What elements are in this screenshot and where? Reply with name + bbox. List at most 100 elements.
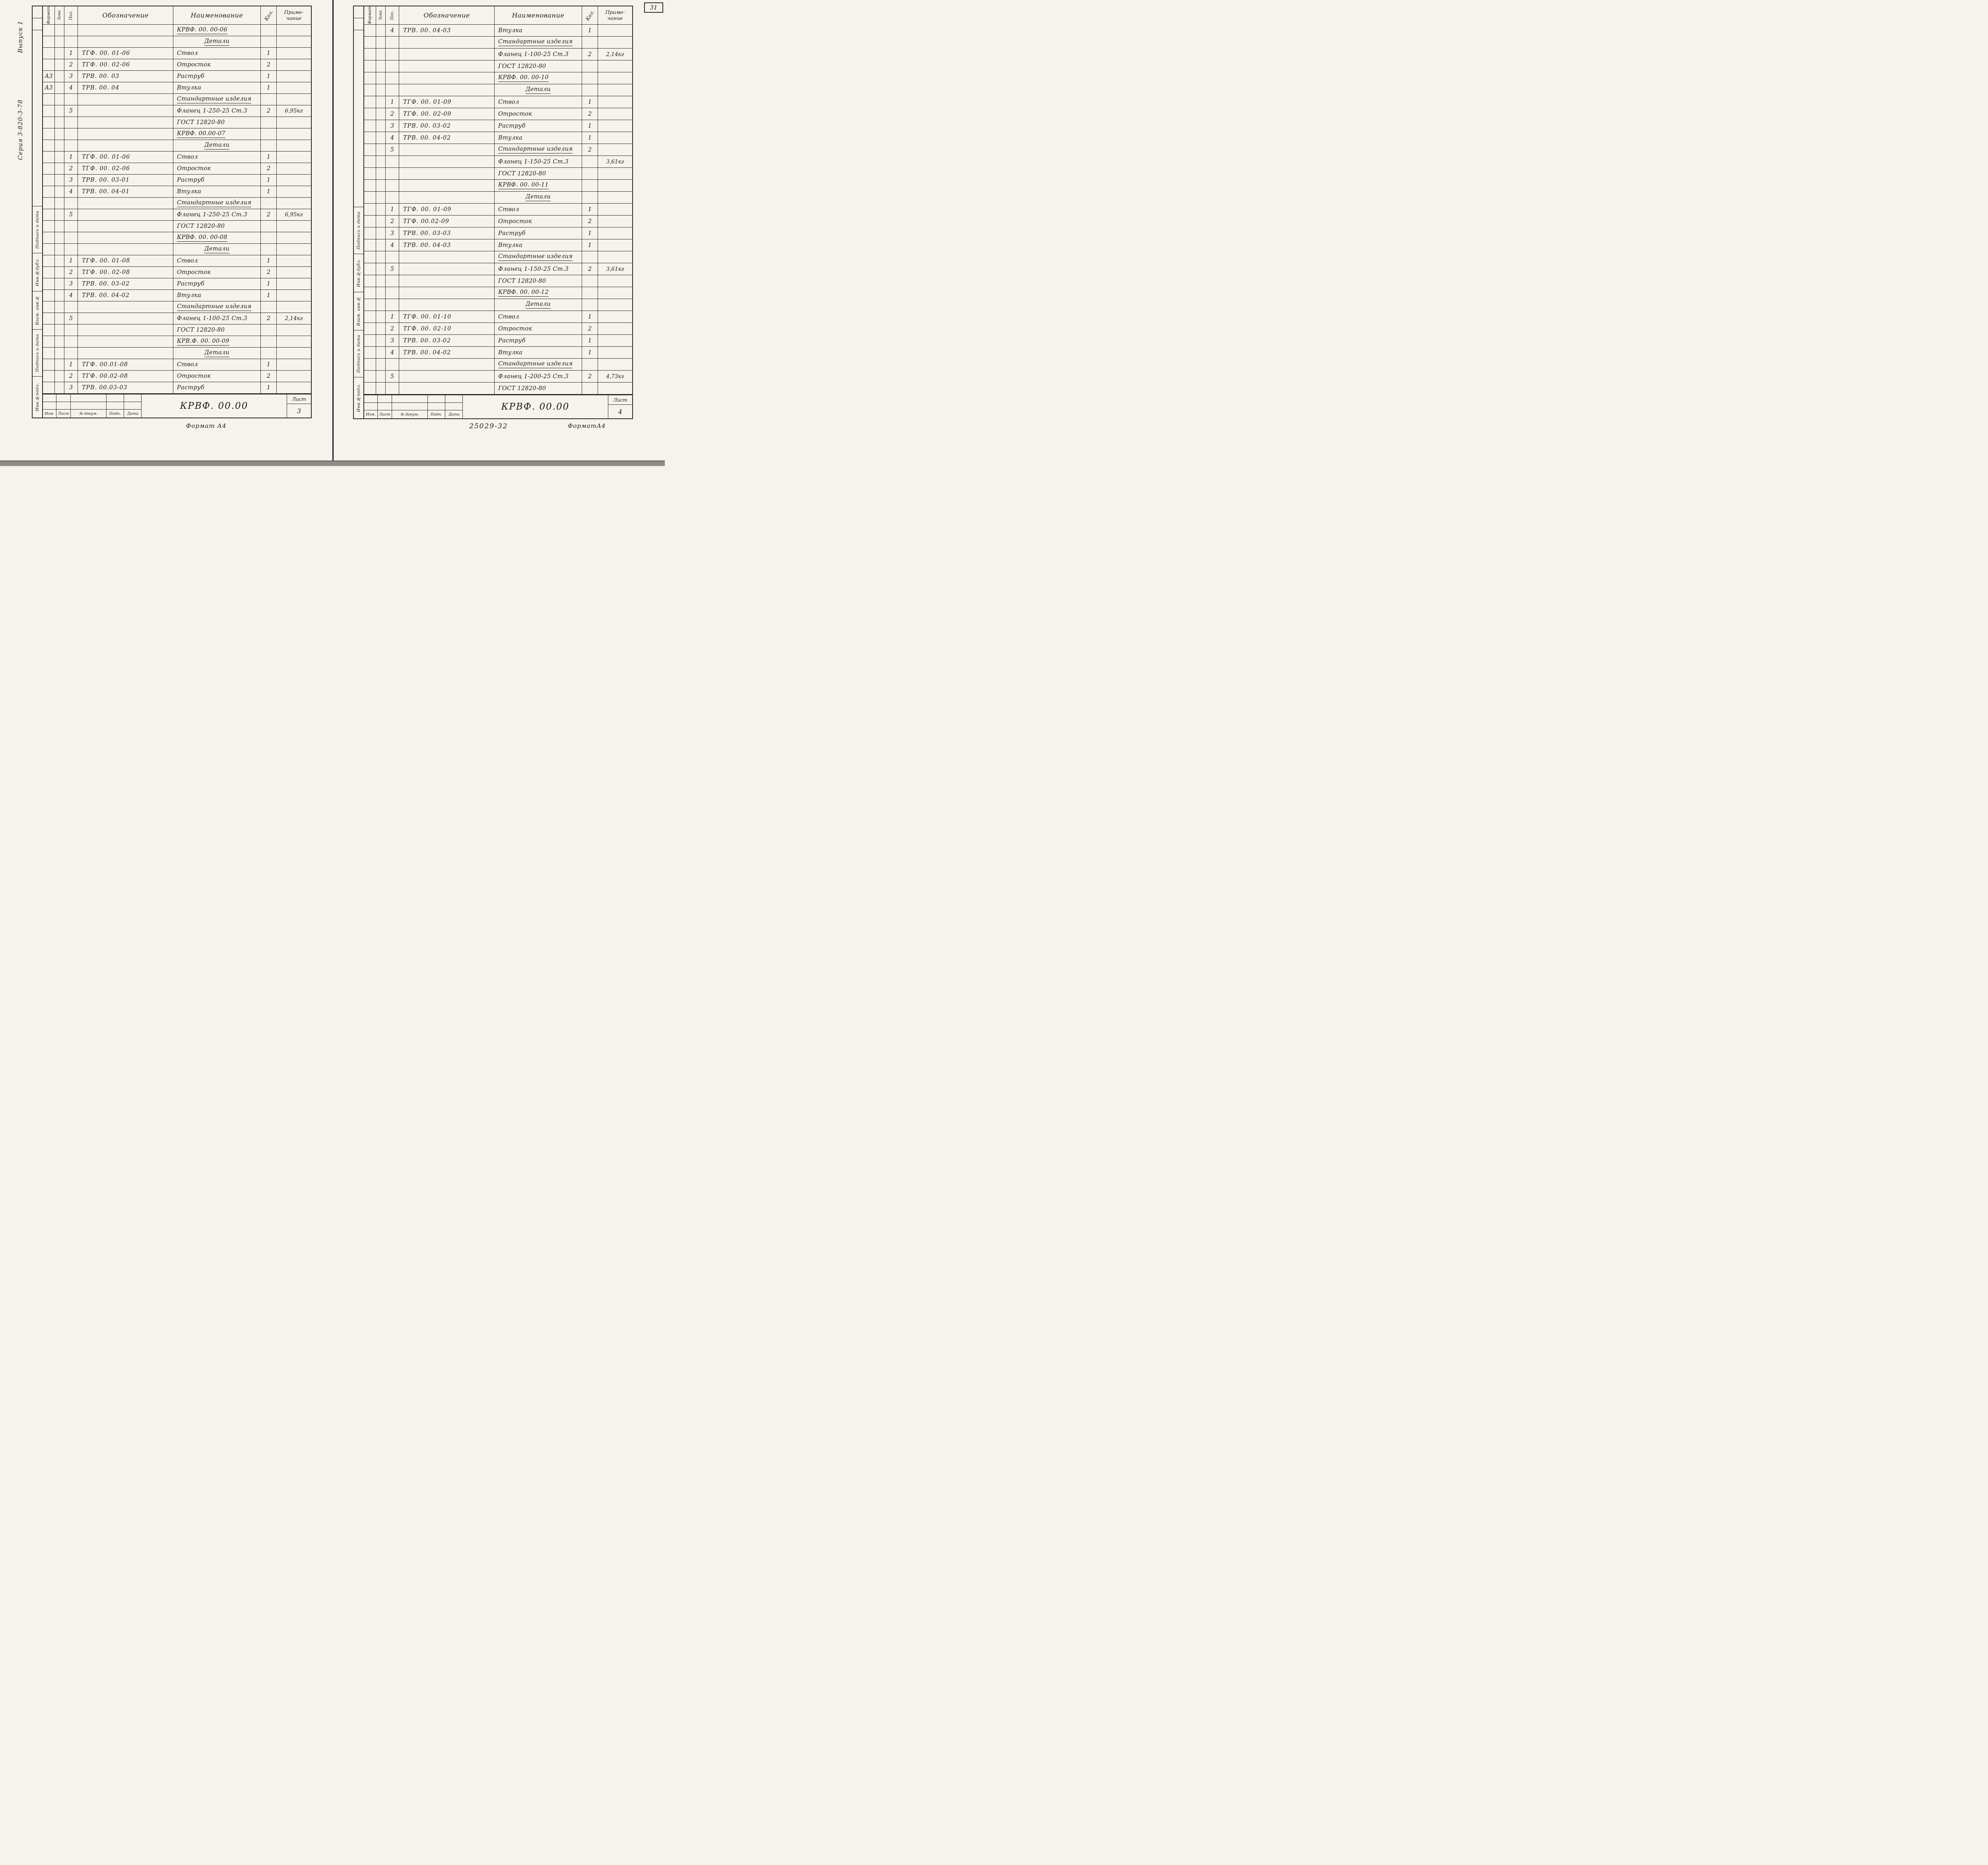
cell-name: Втулка [173,186,261,198]
table-row: 2 ТГФ. 00. 02-06 Отросток 2 [43,59,311,71]
cell-format [43,382,55,394]
cell-format [364,60,376,72]
table-row: Детали [43,140,311,152]
cell-format [364,132,376,144]
cell-pos [64,232,78,244]
revision-empty-row [43,402,142,410]
table-row: 4 ТРВ. 00. 04-03 Втулка 1 [364,239,632,251]
cell-zone [55,186,64,198]
cell-pos: 2 [64,267,78,278]
cell-pos: 1 [386,96,399,108]
spec-sheet-right: Подпись и дата Инв.№дубл. Взам. инв.№ Подпи… [353,6,633,419]
cell-note: 6,95кг [277,105,311,117]
table-row: Фланец 1-150-25 Ст.3 3,61кг [364,156,632,168]
cell-name: Стандартные изделия [173,198,261,209]
stamp-empty-cell [354,30,363,207]
cell-name: Детали [173,140,261,152]
cell-pos: 4 [386,132,399,144]
table-row: 1 ТГФ. 00. 01-10 Ствол 1 [364,311,632,323]
cell-designation: ТРВ. 00. 04-03 [399,239,495,251]
table-row: Стандартные изделия [43,198,311,209]
cell-name: Фланец 1-100-25 Ст.3 [495,49,582,60]
scanned-document: 31 Выпуск 1 Серия 3-820-3-78 Подпись и д… [0,0,665,466]
cell-pos: 3 [386,120,399,132]
titleblock-col-label: Подп. [107,410,124,418]
cell-pos: 5 [386,263,399,275]
cell-zone [55,105,64,117]
cell-designation: ТГФ. 00.02-09 [399,216,495,227]
cell-qty: 2 [582,323,598,335]
cell-zone [376,25,386,37]
cell-name: Раструб [173,382,261,394]
cell-designation: ТГФ. 00.02-08 [78,371,173,382]
cell-zone [376,371,386,383]
header-designation: Обозначение [78,6,173,25]
cell-note [277,221,311,232]
cell-designation [78,221,173,232]
cell-pos [64,301,78,313]
cell-designation [78,336,173,348]
cell-zone [376,84,386,96]
cell-qty: 2 [582,108,598,120]
cell-qty [582,84,598,96]
table-row: А3 3 ТРВ. 00. 03 Раструб 1 [43,71,311,82]
cell-name: Отросток [495,323,582,335]
titleblock-col-label: Дата [448,412,460,417]
cell-designation [399,299,495,311]
header-pos: Поз. [64,6,78,25]
cell-name: КРВ.Ф. 00. 00-09 [173,336,261,348]
cell-format [43,128,55,140]
cell-note [598,60,632,72]
table-row: 2 ТГФ. 00.02-08 Отросток 2 [43,371,311,382]
cell-zone [376,263,386,275]
cell-designation [399,371,495,383]
cell-format [43,290,55,301]
margin-note-series: Серия 3-820-3-78 [17,99,24,160]
header-format: Формат [43,6,55,25]
table-row: 4 ТРВ. 00. 04-01 Втулка 1 [43,186,311,198]
cell-pos: 2 [64,59,78,71]
cell-name: Фланец 1-250-25 Ст.3 [173,105,261,117]
cell-note [277,48,311,59]
header-name: Наименование [495,6,582,25]
cell-note [277,267,311,278]
cell-qty [261,348,277,359]
cell-zone [55,290,64,301]
table-row: ГОСТ 12820-80 [43,117,311,128]
table-row: 1 ТГФ. 00. 01-08 Ствол 1 [43,255,311,267]
cell-pos: 2 [386,108,399,120]
cell-name: Отросток [495,216,582,227]
cell-name: Детали [495,84,582,96]
cell-format: А3 [43,71,55,82]
cell-qty: 1 [582,347,598,359]
cell-qty: 1 [261,48,277,59]
cell-qty [582,192,598,204]
cell-zone [376,335,386,347]
table-row: А3 4 ТРВ. 00. 04 Втулка 1 [43,82,311,94]
revision-empty-row [364,395,463,403]
cell-format [364,371,376,383]
cell-zone [55,82,64,94]
cell-qty [582,72,598,84]
cell-note [598,323,632,335]
cell-designation [399,168,495,180]
cell-qty: 2 [261,105,277,117]
cell-pos [386,180,399,192]
revision-label-row: Изм. Лист № докум. Подп. Дата [364,410,462,418]
cell-zone [55,348,64,359]
cell-pos [64,198,78,209]
stamp-label: Подпись и дата [33,329,42,376]
cell-zone [376,359,386,371]
stamp-empty-cell [354,18,363,30]
cell-pos: 4 [386,25,399,37]
stamp-label: Подпись и дата [33,206,42,253]
cell-qty [582,156,598,168]
cell-pos [386,251,399,263]
cell-name: ГОСТ 12820-80 [495,168,582,180]
cell-zone [376,37,386,49]
revision-empty-row [43,394,142,402]
cell-qty: 2 [261,59,277,71]
cell-pos: 3 [64,71,78,82]
cell-pos: 2 [64,371,78,382]
cell-designation: ТГФ. 00. 01-09 [399,204,495,216]
